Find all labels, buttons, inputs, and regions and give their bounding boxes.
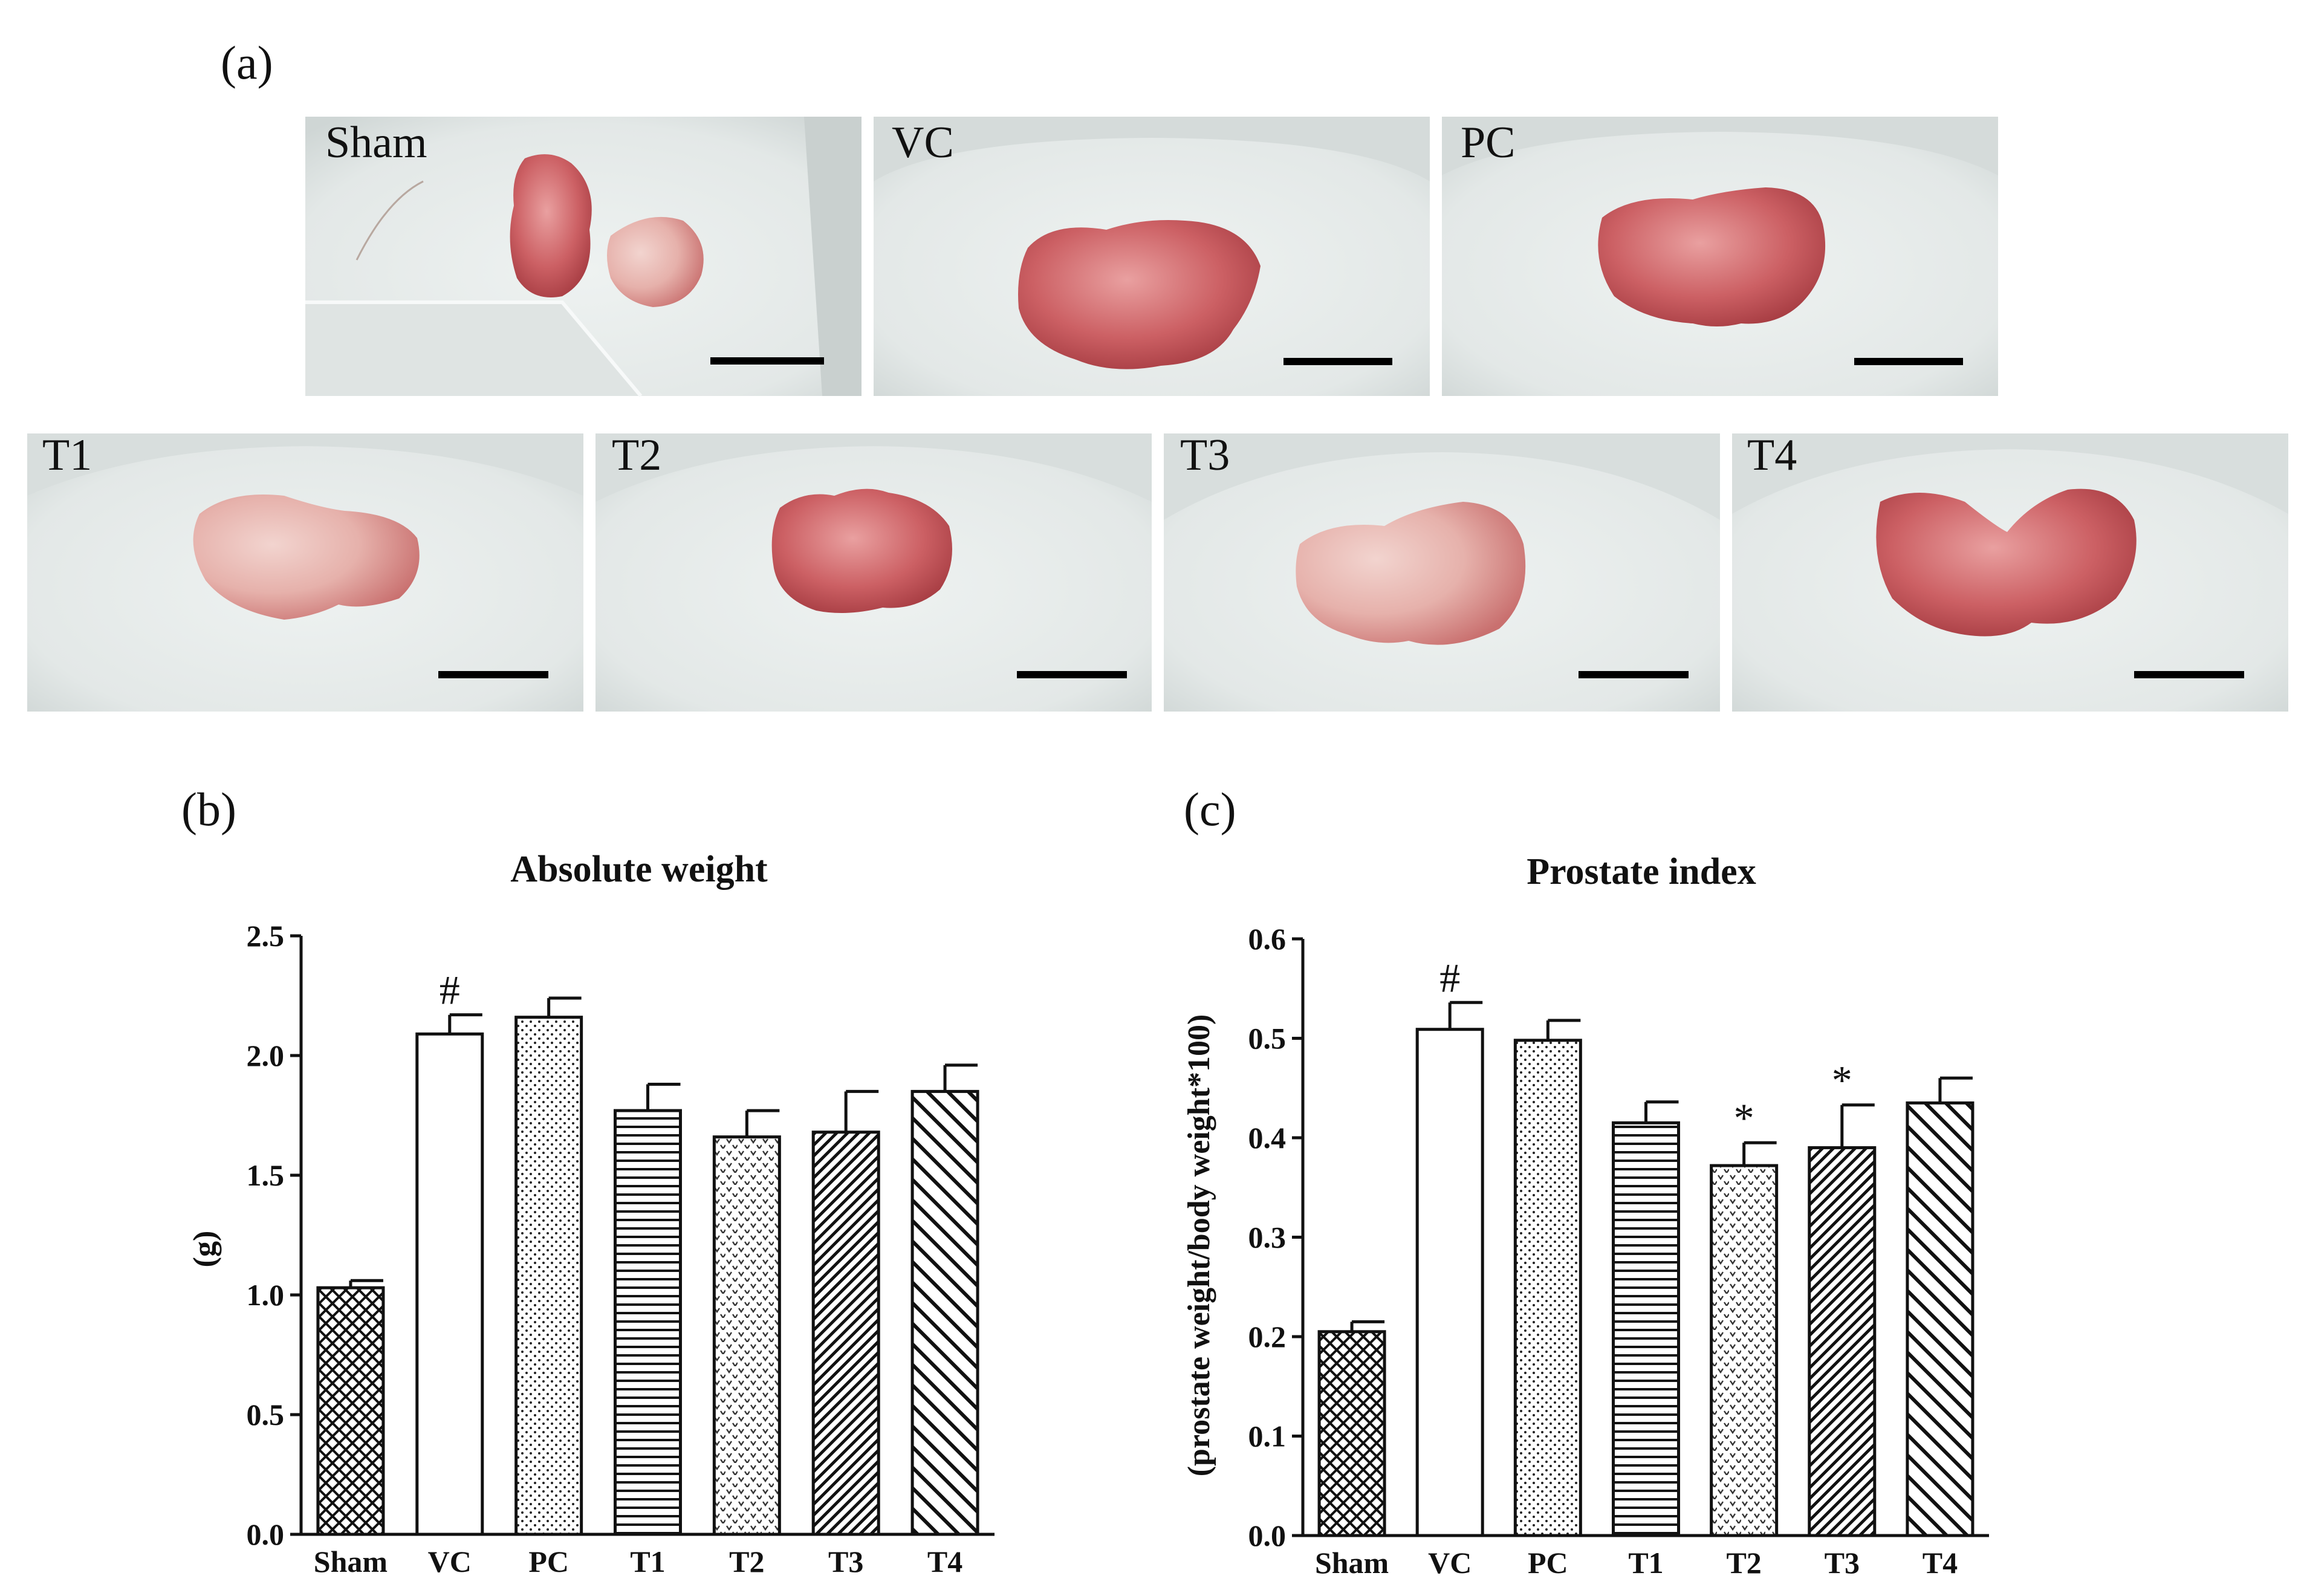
- y-axis-label: (prostate weight/body weight*100): [1182, 1014, 1216, 1477]
- x-tick-label: T4: [1923, 1546, 1958, 1580]
- y-tick-label: 0.5: [1248, 1022, 1287, 1056]
- x-tick-label: T1: [630, 1545, 665, 1578]
- bar-t4: [910, 1089, 979, 1536]
- x-tick-label: PC: [528, 1545, 569, 1578]
- scale-bar: [1283, 358, 1392, 365]
- photo-vc: VC: [874, 117, 1430, 396]
- y-tick-label: 0.4: [1248, 1121, 1287, 1155]
- scale-bar: [438, 671, 548, 678]
- y-tick-label: 0.6: [1248, 922, 1287, 956]
- y-tick-label: 0.3: [1248, 1221, 1287, 1254]
- chart-title: Prostate index: [1527, 851, 1756, 892]
- x-tick-label: VC: [428, 1545, 472, 1578]
- bar-sham: [316, 1286, 385, 1536]
- x-tick-label: T1: [1628, 1546, 1663, 1580]
- y-tick-label: 0.0: [1248, 1519, 1287, 1552]
- bar-t1: [1612, 1121, 1680, 1537]
- panel-c-label: (c): [1184, 783, 1236, 835]
- bar-t3: [1808, 1146, 1877, 1537]
- photo-sham: Sham: [305, 117, 862, 397]
- x-tick-label: VC: [1428, 1546, 1472, 1580]
- photo-t4: T4: [1732, 430, 2288, 712]
- significance-marker: *: [1734, 1095, 1754, 1141]
- significance-marker: #: [1439, 955, 1460, 1001]
- bar-t3: [811, 1130, 880, 1536]
- x-tick-label: Sham: [314, 1545, 388, 1578]
- y-tick-label: 1.5: [247, 1158, 285, 1192]
- chart-absolute-weight: Absolute weight (g) 0.0 0.5 1.0 1.5 2.0 2.5 Sh…: [187, 849, 995, 1578]
- y-tick-label: 0.0: [247, 1517, 285, 1551]
- photo-t3: T3: [1164, 430, 1720, 712]
- x-tick-label: PC: [1528, 1546, 1568, 1580]
- x-tick-label: T3: [1825, 1546, 1860, 1580]
- bar-t1: [614, 1109, 682, 1536]
- scale-bar: [2134, 671, 2244, 678]
- bar-vc: [1415, 1028, 1484, 1537]
- photo-label: T1: [42, 430, 92, 480]
- y-axis-label: (g): [187, 1231, 222, 1268]
- chart-title: Absolute weight: [510, 849, 768, 890]
- bar-pc: [1513, 1039, 1582, 1537]
- panel-a-label: (a): [221, 36, 273, 89]
- photo-t2: T2: [595, 430, 1152, 712]
- y-tick-label: 1.0: [247, 1278, 285, 1312]
- bar-t4: [1906, 1101, 1975, 1537]
- x-tick-label: T3: [828, 1545, 863, 1578]
- y-tick-label: 2.5: [247, 919, 285, 953]
- significance-marker: #: [440, 967, 460, 1013]
- y-tick-label: 0.5: [247, 1398, 285, 1432]
- photo-label: Sham: [325, 118, 427, 167]
- panel-b-label: (b): [181, 783, 236, 835]
- bar-t2: [712, 1135, 781, 1536]
- photo-label: T2: [612, 430, 661, 480]
- scale-bar: [1017, 671, 1127, 678]
- y-tick-label: 0.1: [1248, 1419, 1287, 1453]
- x-tick-label: Sham: [1315, 1546, 1389, 1580]
- y-tick-label: 0.2: [1248, 1320, 1287, 1354]
- photo-pc: PC: [1442, 117, 1998, 396]
- scale-bar: [1854, 358, 1963, 365]
- photo-label: VC: [892, 118, 954, 167]
- scale-bar: [1579, 671, 1689, 678]
- x-tick-label: T2: [729, 1545, 764, 1578]
- chart-prostate-index: Prostate index (prostate weight/body wei…: [1182, 851, 1989, 1580]
- scale-bar: [710, 357, 824, 365]
- bar-t2: [1710, 1164, 1779, 1537]
- photo-label: PC: [1461, 118, 1516, 167]
- bar-pc: [514, 1016, 583, 1536]
- significance-marker: *: [1832, 1057, 1852, 1103]
- y-tick-label: 2.0: [247, 1039, 285, 1072]
- photo-label: T4: [1747, 430, 1797, 480]
- photo-t1: T1: [27, 430, 583, 712]
- bar-vc: [415, 1032, 484, 1536]
- photo-label: T3: [1180, 430, 1230, 480]
- bar-sham: [1317, 1330, 1386, 1537]
- x-tick-label: T2: [1726, 1546, 1761, 1580]
- x-tick-label: T4: [927, 1545, 962, 1578]
